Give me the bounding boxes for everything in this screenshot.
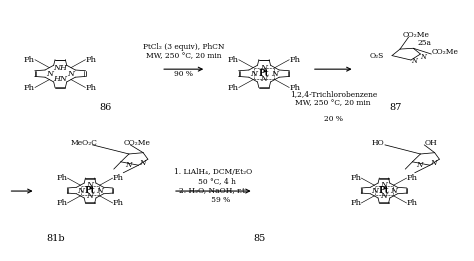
Text: Ph: Ph [85,56,97,64]
Text: 87: 87 [389,103,401,112]
Text: 20 %: 20 % [324,115,343,123]
Text: Ph: Ph [350,199,361,207]
Text: N: N [96,187,103,194]
Text: Ph: Ph [24,56,35,64]
Text: 85: 85 [254,234,266,242]
Text: HO: HO [372,139,384,147]
Text: Ph: Ph [228,84,239,92]
Text: CO₂Me: CO₂Me [124,139,151,147]
Text: 90 %: 90 % [174,70,193,78]
Text: CO₂Me: CO₂Me [432,48,459,56]
Text: Ph: Ph [113,174,124,182]
Text: HN: HN [53,75,67,84]
Text: N: N [87,192,93,200]
Text: Ph: Ph [113,199,124,207]
Text: Ph: Ph [24,84,35,92]
Text: 86: 86 [99,103,111,112]
Text: N: N [381,192,387,200]
Text: 1. LiAlH₄, DCM/Et₂O: 1. LiAlH₄, DCM/Et₂O [174,168,253,176]
Text: N: N [271,70,278,78]
Text: N: N [67,70,74,78]
Text: Ph: Ph [56,174,67,182]
Text: Ph: Ph [350,174,361,182]
Text: N: N [371,187,378,194]
Text: 25a: 25a [417,39,431,47]
Text: NH: NH [53,64,67,72]
Text: N: N [430,159,437,167]
Text: N: N [416,161,423,169]
Text: Ph: Ph [85,84,97,92]
Text: 81b: 81b [46,234,65,242]
Text: Pt: Pt [85,186,95,195]
Text: Ph: Ph [407,199,418,207]
Text: O₂S: O₂S [370,52,384,60]
Text: N: N [381,181,387,189]
Text: 1,2,4-Trichlorobenzene: 1,2,4-Trichlorobenzene [290,91,377,98]
Text: MeO₂C: MeO₂C [71,139,98,147]
Text: OH: OH [425,139,438,147]
Text: N: N [390,187,397,194]
Text: MW, 250 °C, 20 min: MW, 250 °C, 20 min [146,52,221,60]
Text: 2. H₂O, NaOH, r.t.: 2. H₂O, NaOH, r.t. [179,187,247,194]
Text: N: N [77,187,84,194]
Text: N: N [87,181,93,189]
Text: N: N [261,64,267,72]
Text: N: N [411,57,417,64]
Text: Ph: Ph [289,84,301,92]
Text: N: N [250,70,257,78]
Text: Pt: Pt [379,186,389,195]
Text: N: N [125,161,131,169]
Text: Ph: Ph [228,56,239,64]
Text: CO₂Me: CO₂Me [402,31,429,39]
Text: Pt: Pt [259,69,269,78]
Text: Ph: Ph [289,56,301,64]
Text: Ph: Ph [407,174,418,182]
Text: 59 %: 59 % [197,196,230,204]
Text: N: N [139,159,146,167]
Text: MW, 250 °C, 20 min: MW, 250 °C, 20 min [295,99,371,107]
Text: N: N [46,70,53,78]
Text: 50 °C, 4 h: 50 °C, 4 h [191,177,236,185]
Text: N: N [420,54,426,61]
Text: Ph: Ph [56,199,67,207]
Text: PtCl₂ (3 equiv), PhCN: PtCl₂ (3 equiv), PhCN [143,43,224,51]
Text: N: N [261,75,267,84]
